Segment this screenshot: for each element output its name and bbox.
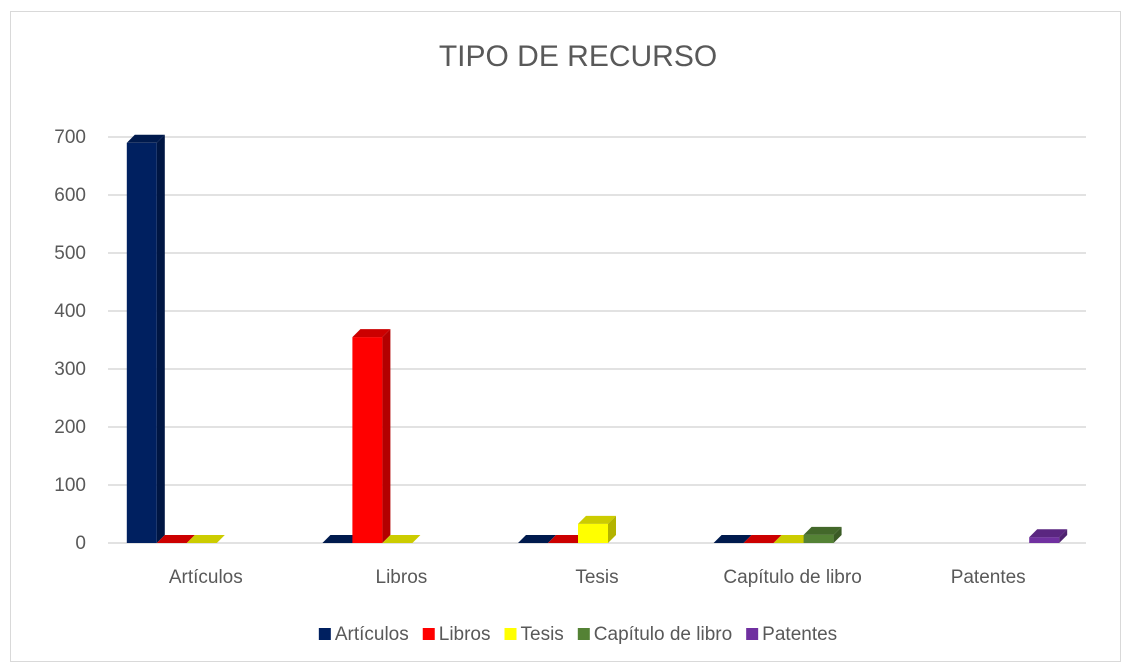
bar-side (382, 329, 390, 543)
y-tick-label: 700 (54, 127, 86, 148)
legend-swatch (578, 628, 590, 640)
y-tick-label: 500 (54, 243, 86, 264)
legend-label: Artículos (335, 624, 409, 645)
bar-front (804, 535, 834, 543)
bar-side (157, 135, 165, 543)
y-tick-label: 400 (54, 301, 86, 322)
y-tick-label: 300 (54, 359, 86, 380)
x-tick-label: Patentes (951, 567, 1026, 588)
legend-swatch (746, 628, 758, 640)
y-tick-label: 600 (54, 185, 86, 206)
x-tick-label: Libros (376, 567, 428, 588)
legend-item: Capítulo de libro (578, 624, 732, 645)
bar (804, 527, 842, 543)
bar-front (578, 524, 608, 543)
legend-swatch (423, 628, 435, 640)
chart-border (11, 12, 1121, 662)
x-tick-label: Capítulo de libro (723, 567, 861, 588)
x-tick-label: Tesis (575, 567, 618, 588)
legend-label: Patentes (762, 624, 837, 645)
bar-front (352, 337, 382, 543)
y-tick-label: 200 (54, 417, 86, 438)
bar (578, 516, 616, 543)
y-tick-label: 100 (54, 475, 86, 496)
bar-front (127, 143, 157, 543)
legend-label: Tesis (521, 624, 564, 645)
legend-swatch (319, 628, 331, 640)
chart-title: TIPO DE RECURSO (439, 40, 717, 73)
y-tick-label: 0 (75, 533, 86, 554)
x-tick-label: Artículos (169, 567, 243, 588)
bar (352, 329, 390, 543)
legend-swatch (505, 628, 517, 640)
legend-label: Libros (439, 624, 491, 645)
bar-front (1029, 537, 1059, 543)
bar (127, 135, 165, 543)
legend-label: Capítulo de libro (594, 624, 732, 645)
